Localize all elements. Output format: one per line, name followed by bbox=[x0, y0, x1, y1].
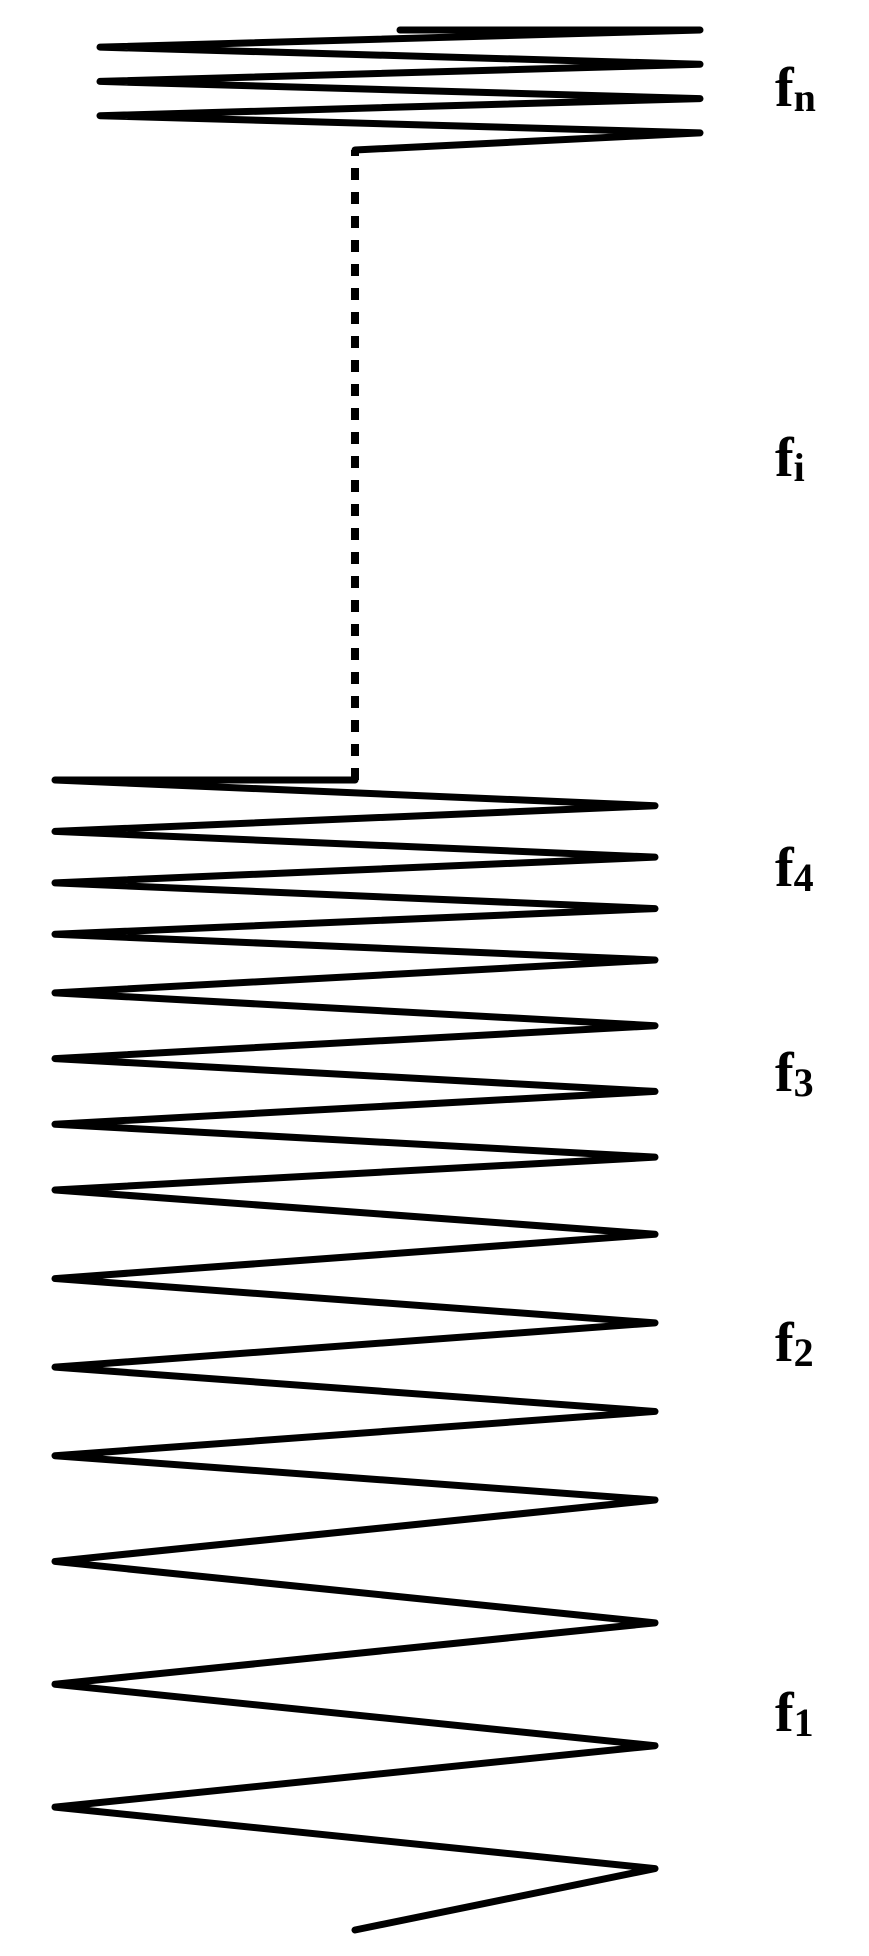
label-f4-sub: 4 bbox=[794, 854, 814, 901]
label-f1-base: f bbox=[775, 1681, 794, 1745]
label-f3-sub: 3 bbox=[794, 1059, 814, 1106]
label-fn: fn bbox=[775, 56, 816, 120]
label-fi-sub: i bbox=[794, 444, 805, 491]
label-f1: f1 bbox=[775, 1681, 814, 1745]
waveform-svg bbox=[0, 0, 869, 1951]
label-f4: f4 bbox=[775, 836, 814, 900]
label-f3-base: f bbox=[775, 1041, 794, 1105]
label-fi-base: f bbox=[775, 426, 794, 490]
label-f2-base: f bbox=[775, 1311, 794, 1375]
label-fn-base: f bbox=[775, 56, 794, 120]
label-f2: f2 bbox=[775, 1311, 814, 1375]
label-f3: f3 bbox=[775, 1041, 814, 1105]
label-f1-sub: 1 bbox=[794, 1699, 814, 1746]
label-f4-base: f bbox=[775, 836, 794, 900]
label-fn-sub: n bbox=[794, 74, 816, 121]
label-fi: fi bbox=[775, 426, 805, 490]
chirp-waveform-diagram: f1 f2 f3 f4 fi fn bbox=[0, 0, 869, 1951]
label-f2-sub: 2 bbox=[794, 1329, 814, 1376]
